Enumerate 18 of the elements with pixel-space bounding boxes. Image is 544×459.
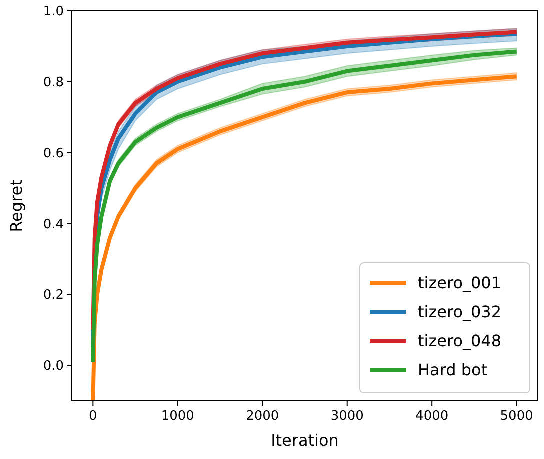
y-tick-label: 0.0 (43, 359, 64, 374)
legend-label: tizero_048 (418, 332, 502, 351)
x-tick-label: 1000 (161, 409, 194, 424)
x-tick-label: 3000 (330, 409, 364, 424)
legend-label: Hard bot (418, 360, 488, 380)
y-tick-label: 1.0 (43, 4, 64, 20)
x-axis-title: Iteration (271, 431, 339, 450)
x-tick-label: 2000 (246, 409, 280, 424)
y-axis-title: Regret (7, 180, 26, 232)
x-tick-label: 5000 (500, 409, 534, 424)
x-tick-label: 0 (89, 409, 98, 424)
y-tick-label: 0.4 (43, 217, 64, 232)
x-tick-label: 4000 (416, 409, 449, 424)
legend-label: tizero_032 (418, 302, 502, 322)
y-tick-label: 0.2 (43, 288, 64, 304)
y-tick-label: 0.8 (43, 75, 64, 90)
y-tick-label: 0.6 (43, 146, 64, 162)
legend-label: tizero_001 (418, 274, 502, 293)
